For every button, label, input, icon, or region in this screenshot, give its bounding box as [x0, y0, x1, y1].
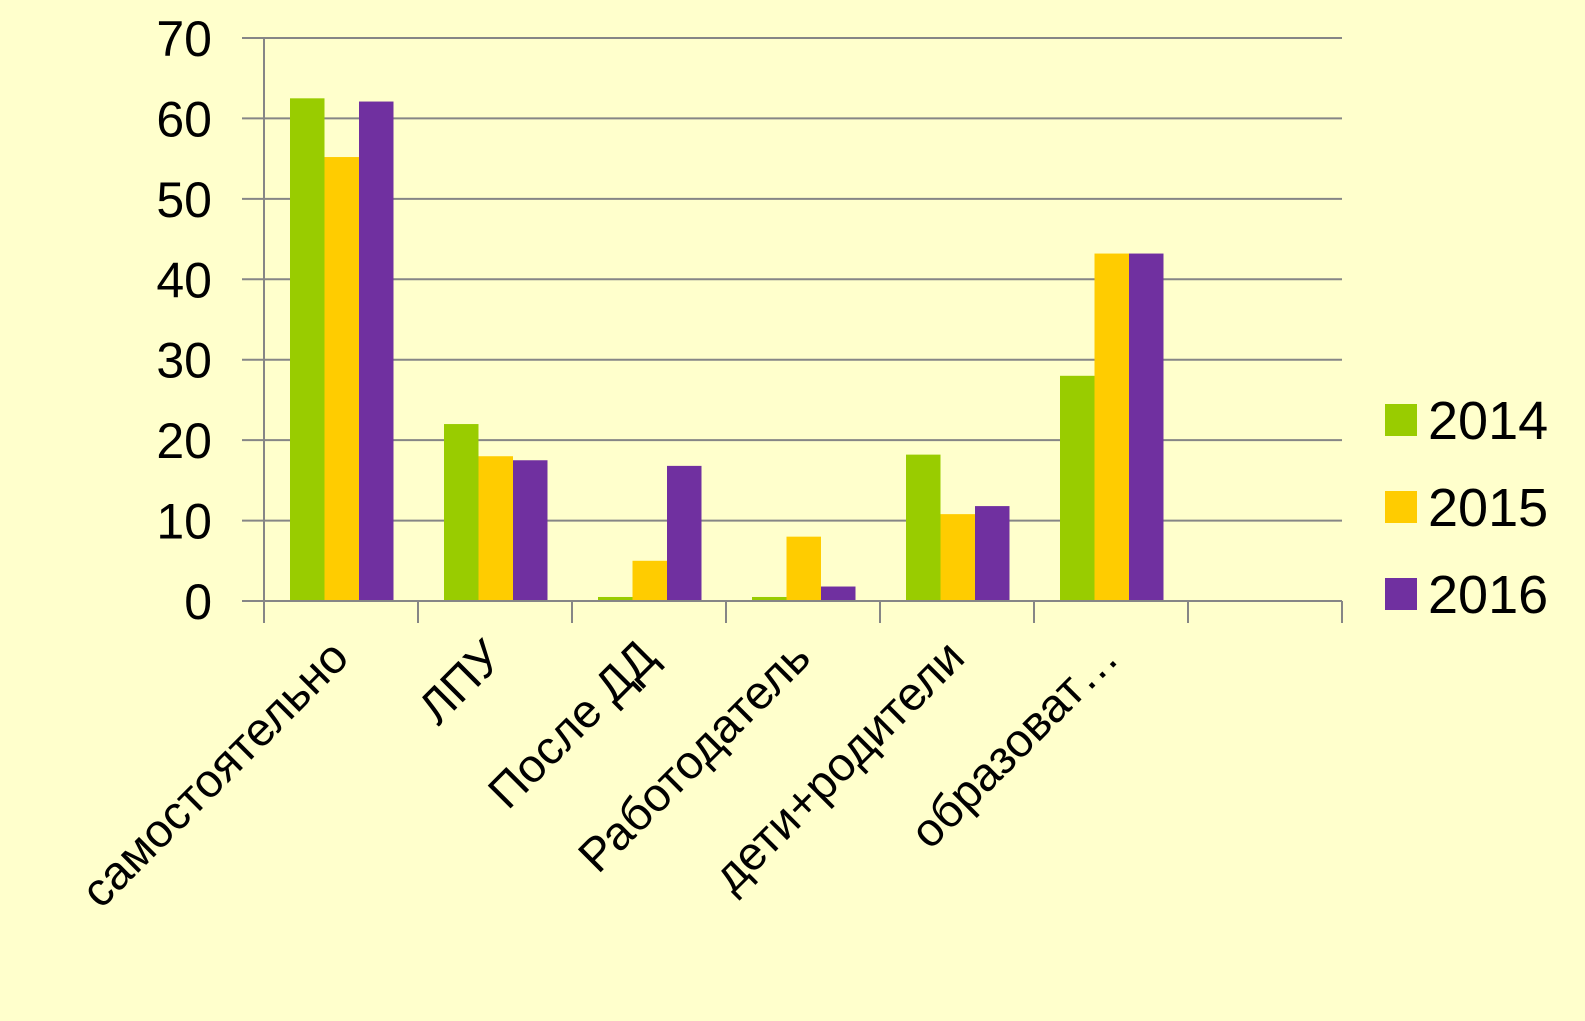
bar-2016-3 [821, 586, 856, 601]
bars [290, 98, 1164, 602]
bar-2016-0 [359, 101, 394, 601]
bar-2015-2 [632, 560, 667, 601]
y-tick-label: 50 [156, 172, 212, 228]
y-tick-label: 30 [156, 333, 212, 389]
x-tick-label: ЛПУ [408, 629, 513, 734]
bar-2016-1 [513, 460, 548, 601]
y-tick-label: 20 [156, 413, 212, 469]
y-tick-label: 70 [156, 11, 212, 67]
y-tick-labels: 0 10 20 30 40 50 60 70 [156, 11, 212, 630]
legend-label-2014: 2014 [1428, 391, 1548, 451]
bar-2014-5 [1060, 375, 1095, 601]
bar-2015-1 [478, 456, 513, 601]
legend-swatch-2016 [1385, 578, 1417, 610]
x-tick-label: самостоятельно [70, 630, 358, 918]
legend-label-2016: 2016 [1428, 565, 1548, 625]
bar-2014-1 [444, 424, 479, 601]
y-tick-label: 0 [184, 574, 212, 630]
bar-2014-2 [598, 596, 633, 601]
legend: 2014 2015 2016 [1385, 391, 1548, 625]
bar-2014-0 [290, 98, 325, 602]
gridlines [264, 37, 1342, 522]
legend-label-2015: 2015 [1428, 478, 1548, 538]
bar-2015-3 [786, 536, 821, 601]
bar-2016-2 [667, 465, 702, 601]
bar-2014-4 [906, 454, 941, 601]
legend-swatch-2015 [1385, 491, 1417, 523]
bar-2016-5 [1129, 253, 1164, 601]
y-tick-label: 10 [156, 494, 212, 550]
bar-2014-3 [752, 596, 787, 601]
y-tick-label: 60 [156, 91, 212, 147]
legend-swatch-2014 [1385, 404, 1417, 436]
bar-2015-5 [1094, 253, 1129, 601]
bar-2015-4 [940, 514, 975, 601]
bar-2016-4 [975, 506, 1010, 601]
bar-2015-0 [324, 157, 359, 601]
axes [242, 37, 1343, 623]
y-tick-label: 40 [156, 252, 212, 308]
